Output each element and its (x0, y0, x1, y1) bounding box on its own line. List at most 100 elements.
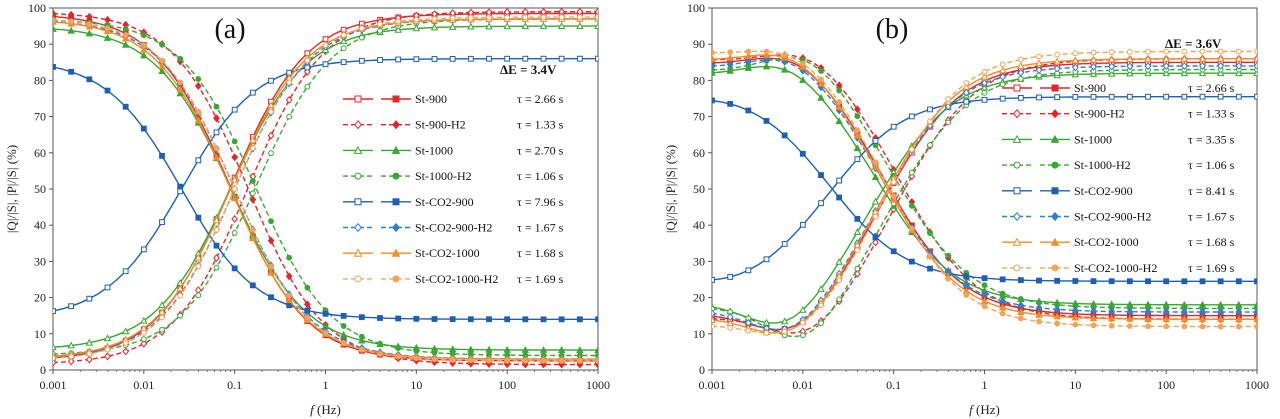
legend-tau: τ = 2.66 s (1188, 81, 1235, 95)
data-point (267, 236, 275, 245)
data-point (358, 57, 365, 64)
data-point (1254, 278, 1257, 285)
legend-marker-open (354, 95, 362, 103)
legend-label: St-CO2-900 (415, 195, 474, 209)
y-tick-label: 30 (693, 254, 705, 268)
data-point (1162, 62, 1170, 71)
data-point (322, 310, 329, 317)
data-point (799, 332, 806, 339)
legend-label: St-CO2-1000-H2 (1074, 261, 1157, 275)
data-point (285, 296, 293, 304)
x-tick-label: 0.01 (133, 378, 154, 392)
legend-tau: τ = 1.06 s (1188, 158, 1235, 172)
data-point (467, 316, 474, 323)
legend-marker-filled (1051, 264, 1059, 272)
data-point (817, 285, 825, 292)
data-point (1036, 318, 1042, 325)
data-point (1217, 308, 1225, 317)
data-point (68, 68, 75, 75)
data-point (449, 55, 456, 62)
data-point (1053, 64, 1061, 73)
data-point (212, 153, 221, 161)
legend-tau: τ = 2.66 s (517, 92, 564, 106)
data-point (176, 89, 184, 97)
legend-entry: St-900-H2 τ = 1.33 s (343, 118, 564, 132)
data-point (927, 118, 933, 125)
y-tick-label: 50 (34, 182, 46, 196)
data-point (854, 156, 861, 163)
data-point (231, 186, 238, 192)
data-point (377, 351, 383, 357)
data-point (121, 327, 130, 335)
legend-marker-filled (1050, 237, 1060, 246)
data-point (1090, 49, 1097, 56)
data-point (249, 89, 256, 96)
data-point (268, 77, 274, 84)
data-point (1254, 323, 1257, 330)
data-point (104, 284, 111, 291)
data-point (68, 18, 75, 25)
legend-marker-open (353, 248, 363, 257)
data-point (358, 34, 365, 41)
series-st-co2-1000-h2 (53, 14, 598, 364)
data-point (377, 57, 383, 63)
data-point (1163, 93, 1170, 100)
data-point (122, 32, 129, 38)
data-point (1107, 69, 1116, 77)
legend-tau: τ = 1.67 s (517, 221, 564, 235)
data-point (448, 23, 457, 30)
data-point (558, 316, 565, 323)
data-point (1089, 314, 1098, 322)
data-point (1072, 278, 1079, 284)
data-point (195, 157, 202, 164)
data-point (140, 329, 147, 336)
data-point (467, 55, 474, 62)
y-tick-label: 70 (693, 110, 705, 124)
data-point (1017, 61, 1025, 69)
data-point (53, 25, 57, 32)
data-point (1053, 312, 1061, 320)
data-point (763, 256, 770, 263)
data-point (467, 357, 474, 364)
data-point (744, 52, 753, 59)
data-point (104, 87, 111, 94)
data-point (1036, 277, 1042, 284)
data-point (1145, 278, 1151, 285)
data-point (1126, 93, 1133, 100)
data-point (413, 16, 420, 23)
data-point (431, 56, 438, 62)
data-point (1162, 307, 1170, 316)
legend-entry: St-1000 τ = 2.70 s (343, 143, 564, 157)
data-point (1254, 93, 1257, 100)
data-point (1017, 56, 1024, 63)
data-point (963, 80, 970, 86)
data-point (413, 315, 420, 322)
data-point (86, 76, 93, 83)
legend-entry: St-CO2-1000-H2 τ = 1.69 s (1002, 261, 1235, 275)
data-point (339, 37, 348, 45)
data-point (358, 336, 366, 344)
delta-e-annotation: ΔE = 3.6V (1165, 36, 1222, 51)
data-point (1126, 278, 1133, 285)
data-point (853, 228, 862, 236)
data-point (853, 144, 862, 152)
legend-tau: τ = 1.33 s (1188, 107, 1235, 121)
data-point (1144, 54, 1152, 62)
y-tick-label: 10 (34, 327, 46, 341)
data-point (286, 302, 293, 309)
data-point (595, 316, 598, 323)
x-tick-label: 0.1 (886, 378, 901, 392)
legend-tau: τ = 1.06 s (517, 169, 564, 183)
data-point (1071, 56, 1080, 64)
data-point (1126, 307, 1134, 316)
data-point (1144, 62, 1152, 71)
legend-marker-open (1013, 187, 1021, 195)
data-point (836, 87, 843, 94)
data-point (486, 55, 492, 62)
data-point (68, 303, 75, 310)
data-point (303, 300, 311, 309)
data-point (726, 54, 734, 61)
legend-marker-open (353, 145, 363, 154)
series-st-co2-900 (712, 93, 1257, 285)
data-point (835, 117, 843, 125)
